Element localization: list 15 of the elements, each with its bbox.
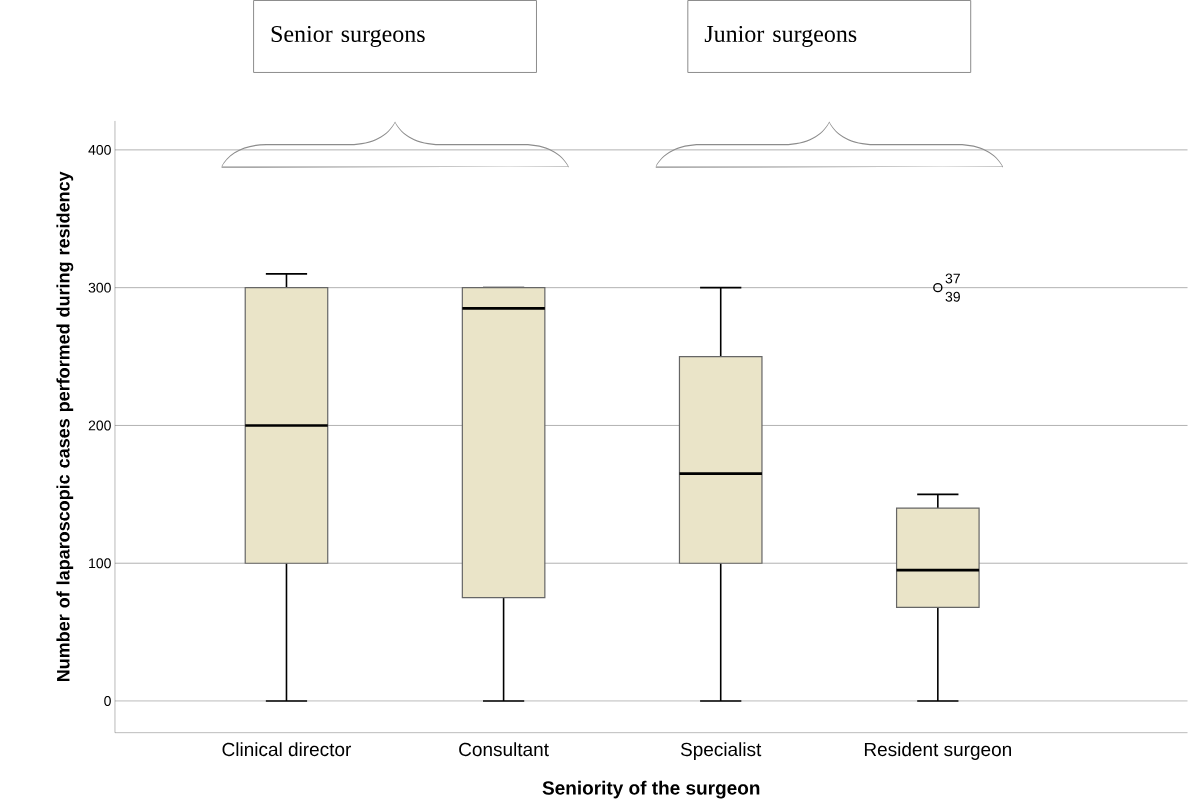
x-tick-label: Resident surgeon xyxy=(864,742,1011,761)
y-tick-label: 200 xyxy=(88,420,111,431)
y-tick-label: 400 xyxy=(88,145,111,155)
text: Junior surgeons xyxy=(704,26,857,48)
x-tick-label: Consultant xyxy=(459,742,549,757)
y-tick-label: 100 xyxy=(89,558,111,569)
x-tick-label: Specialist xyxy=(680,742,762,761)
annotation: 39 xyxy=(945,292,960,302)
text: Senior surgeons xyxy=(271,26,425,48)
x-axis-title: Seniority of the surgeon xyxy=(542,780,760,799)
annotation: 37 xyxy=(945,273,960,284)
y-axis-title: Number of laparoscopic cases performed during residency xyxy=(56,171,74,682)
y-tick-label: 300 xyxy=(88,282,111,293)
x-tick-label: Clinical director xyxy=(222,742,352,757)
y-tick-label: 0 xyxy=(104,696,111,707)
